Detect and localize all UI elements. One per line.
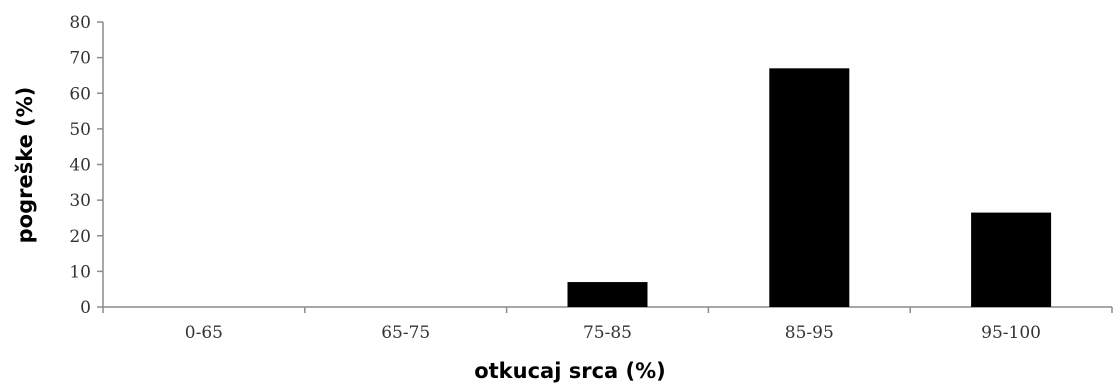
y-axis: 0 10 20 30 40 50 60 70 80 <box>69 13 104 318</box>
y-tick-label: 70 <box>69 49 91 69</box>
y-tick-label: 20 <box>69 227 91 247</box>
x-tick-label: 75-85 <box>583 323 632 343</box>
y-axis-title: pogreške (%) <box>13 87 37 244</box>
y-tick-label: 0 <box>80 298 91 318</box>
y-tick-label: 10 <box>69 262 91 282</box>
x-axis-title: otkucaj srca (%) <box>474 359 666 383</box>
x-axis-ticks: 0-65 65-75 75-85 85-95 95-100 <box>102 307 1113 343</box>
x-tick-label: 0-65 <box>185 323 223 343</box>
y-tick-label: 30 <box>69 191 91 211</box>
bars <box>567 68 1052 307</box>
bar-85-95 <box>769 68 850 307</box>
x-tick-label: 85-95 <box>785 323 834 343</box>
y-tick-label: 60 <box>69 84 91 104</box>
bar-95-100 <box>971 212 1052 307</box>
y-tick-label: 80 <box>69 13 91 33</box>
bar-75-85 <box>567 282 648 307</box>
x-tick-label: 65-75 <box>381 323 430 343</box>
x-tick-label: 95-100 <box>981 323 1041 343</box>
y-tick-label: 50 <box>69 120 91 140</box>
x-axis: 0-65 65-75 75-85 85-95 95-100 <box>102 306 1113 343</box>
y-axis-ticks: 0 10 20 30 40 50 60 70 80 <box>69 13 103 318</box>
y-tick-label: 40 <box>69 156 91 176</box>
